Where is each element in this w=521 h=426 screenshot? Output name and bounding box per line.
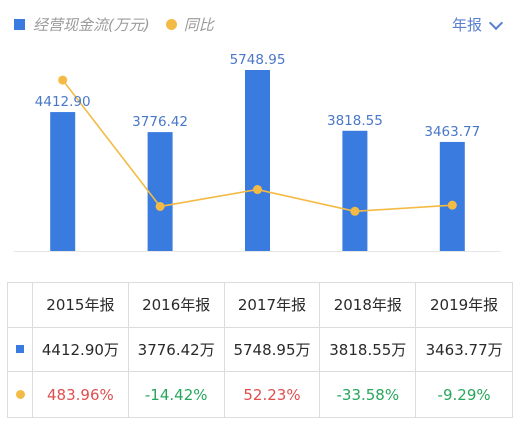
data-table: 2015年报 2016年报 2017年报 2018年报 2019年报 4412.… [7, 282, 513, 418]
period-select[interactable]: 年报 [451, 12, 504, 36]
yoy-cell-2016: -14.42% [129, 372, 225, 417]
bar-2016年报 [147, 132, 173, 251]
yoy-cell-2017: 52.23% [225, 372, 321, 417]
yoy-point-2017年报 [253, 185, 262, 195]
bar-2019年报 [439, 141, 465, 251]
table-corner-cell [8, 283, 33, 328]
legend-cash-flow-label: 经营现金流(万元) [33, 15, 150, 34]
yoy-cell-2019: -9.29% [437, 385, 491, 404]
cash-flow-cell-2018: 3818.55万 [320, 327, 417, 373]
yoy-cell-2018: -33.58% [320, 372, 417, 417]
legend-yoy-label: 同比 [183, 15, 214, 34]
yoy-point-2018年报 [350, 206, 360, 216]
bar-2018年报 [342, 130, 368, 251]
bar-value-label-2017年报: 5748.95 [230, 52, 286, 68]
cash-flow-chart: 4412.90 3776.42 5748.95 3818.55 3463.77 [14, 52, 501, 252]
bar-value-label-2016年报: 3776.42 [132, 114, 188, 130]
table-header-2016: 2016年报 [128, 283, 225, 328]
bar-value-label-2019年报: 3463.77 [424, 124, 480, 140]
cash-flow-cell-2017: 5748.95万 [224, 327, 321, 373]
legend-item-yoy[interactable]: 同比 [165, 14, 214, 35]
bar-marker-icon [16, 345, 24, 354]
bar-2015年报 [50, 112, 76, 251]
table-header-2015: 2015年报 [33, 283, 129, 328]
period-select-label: 年报 [451, 15, 482, 34]
dot-marker-icon [15, 390, 25, 400]
legend-item-cash-flow[interactable]: 经营现金流(万元) [14, 14, 150, 35]
cash-flow-cell-2016: 3776.42万 [128, 327, 225, 373]
yoy-point-2019年报 [447, 200, 457, 210]
chart-legend: 经营现金流(万元) 同比 [14, 12, 214, 36]
yoy-point-2015年报 [58, 75, 68, 85]
bar-swatch-icon [14, 18, 25, 30]
bar-2017年报 [245, 70, 270, 251]
table-header-2018: 2018年报 [320, 283, 417, 328]
table-row-marker-yoy [8, 372, 33, 417]
yoy-point-2016年报 [155, 201, 165, 211]
bar-value-label-2018年报: 3818.55 [327, 113, 383, 129]
table-header-2017: 2017年报 [224, 283, 321, 328]
cash-flow-cell-2015: 4412.90万 [33, 327, 129, 373]
chevron-down-icon [488, 15, 504, 30]
yoy-cell-2015: 483.96% [33, 372, 129, 417]
cash-flow-cell-2019: 3463.77万 [416, 328, 512, 373]
table-header-2019: 2019年报 [416, 283, 512, 328]
table-row-marker-cash-flow [8, 327, 33, 373]
dot-swatch-icon [165, 18, 177, 30]
bar-value-label-2015年报: 4412.90 [35, 94, 91, 110]
